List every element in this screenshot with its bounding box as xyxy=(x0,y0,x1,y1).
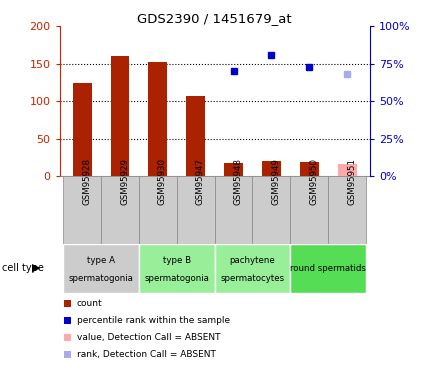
Text: GSM95928: GSM95928 xyxy=(82,158,91,205)
Text: GSM95929: GSM95929 xyxy=(120,158,129,205)
Bar xyxy=(63,176,101,244)
Text: type B: type B xyxy=(163,256,191,265)
Text: GSM95949: GSM95949 xyxy=(272,158,280,205)
Bar xyxy=(73,83,92,176)
Bar xyxy=(139,244,215,292)
Text: rank, Detection Call = ABSENT: rank, Detection Call = ABSENT xyxy=(76,350,215,359)
Bar xyxy=(177,176,215,244)
Bar xyxy=(328,176,366,244)
Text: value, Detection Call = ABSENT: value, Detection Call = ABSENT xyxy=(76,333,220,342)
Text: count: count xyxy=(76,299,102,308)
Bar xyxy=(252,176,290,244)
Bar xyxy=(63,244,139,292)
Bar xyxy=(110,56,130,176)
Text: spermatogonia: spermatogonia xyxy=(144,274,209,284)
Text: GSM95951: GSM95951 xyxy=(347,158,356,205)
Text: spermatocytes: spermatocytes xyxy=(221,274,284,284)
Bar xyxy=(337,164,357,176)
Text: spermatogonia: spermatogonia xyxy=(69,274,133,284)
Bar xyxy=(290,244,366,292)
Bar xyxy=(262,160,281,176)
Text: GSM95947: GSM95947 xyxy=(196,158,205,205)
Title: GDS2390 / 1451679_at: GDS2390 / 1451679_at xyxy=(137,12,292,25)
Text: round spermatids: round spermatids xyxy=(290,264,366,273)
Text: type A: type A xyxy=(87,256,115,265)
Text: GSM95950: GSM95950 xyxy=(309,158,318,205)
Bar xyxy=(148,62,167,176)
Text: pachytene: pachytene xyxy=(230,256,275,265)
Text: GSM95930: GSM95930 xyxy=(158,158,167,205)
Text: percentile rank within the sample: percentile rank within the sample xyxy=(76,316,230,325)
Text: cell type: cell type xyxy=(2,263,44,273)
Bar xyxy=(139,176,177,244)
Text: GSM95948: GSM95948 xyxy=(234,158,243,205)
Bar xyxy=(186,96,205,176)
Bar xyxy=(300,162,319,176)
Bar xyxy=(101,176,139,244)
Text: ▶: ▶ xyxy=(32,263,40,273)
Bar xyxy=(224,163,243,176)
Bar xyxy=(215,176,252,244)
Bar xyxy=(290,176,328,244)
Bar xyxy=(215,244,290,292)
